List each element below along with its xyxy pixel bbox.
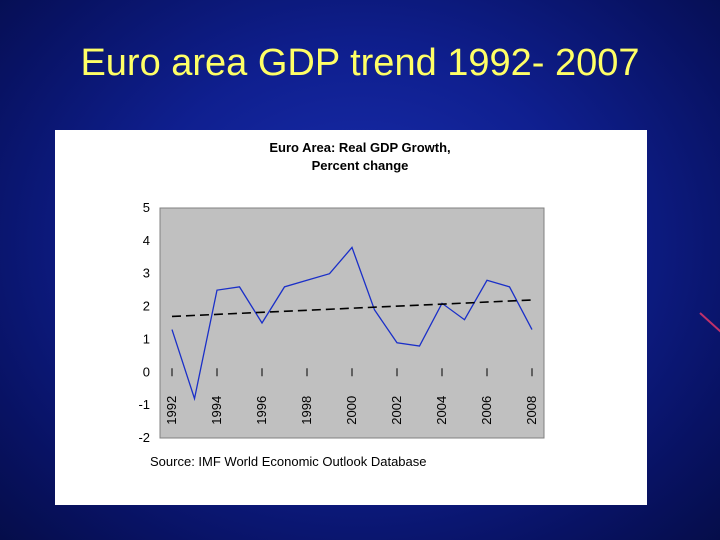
y-tick-label: 4 bbox=[143, 233, 150, 248]
series-layer bbox=[171, 246, 533, 402]
y-tick-label: -2 bbox=[138, 430, 150, 445]
x-axis-ticks: 1992 1994 1996 1998 2000 2002 2004 2006 2008 bbox=[164, 368, 539, 425]
slide-title: Euro area GDP trend 1992- 2007 bbox=[80, 42, 640, 84]
x-tick-label: 2000 bbox=[344, 396, 359, 425]
x-tick-label: 2008 bbox=[524, 396, 539, 425]
trend-line bbox=[171, 299, 533, 318]
chart-source: Source: IMF World Economic Outlook Datab… bbox=[150, 454, 427, 469]
x-tick-label: 1992 bbox=[164, 396, 179, 425]
x-tick-label: 2002 bbox=[389, 396, 404, 425]
y-tick-label: 0 bbox=[143, 364, 150, 379]
x-tick-label: 1996 bbox=[254, 396, 269, 425]
plot-area bbox=[159, 207, 545, 439]
chart-subtitle: Percent change bbox=[311, 158, 409, 173]
x-tick-label: 2004 bbox=[434, 396, 449, 425]
y-tick-label: 2 bbox=[143, 299, 150, 314]
gdp-growth-line bbox=[171, 246, 533, 402]
x-tick-label: 1994 bbox=[209, 396, 224, 425]
x-tick-label: 2006 bbox=[479, 396, 494, 425]
y-axis-ticks: 5 4 3 2 1 0 -1 -2 bbox=[138, 200, 150, 445]
chart-title: Euro Area: Real GDP Growth, bbox=[269, 140, 451, 155]
y-tick-label: -1 bbox=[138, 397, 150, 412]
y-tick-label: 5 bbox=[143, 200, 150, 215]
y-tick-label: 1 bbox=[143, 331, 150, 346]
x-tick-label: 1998 bbox=[299, 396, 314, 425]
y-tick-label: 3 bbox=[143, 266, 150, 281]
